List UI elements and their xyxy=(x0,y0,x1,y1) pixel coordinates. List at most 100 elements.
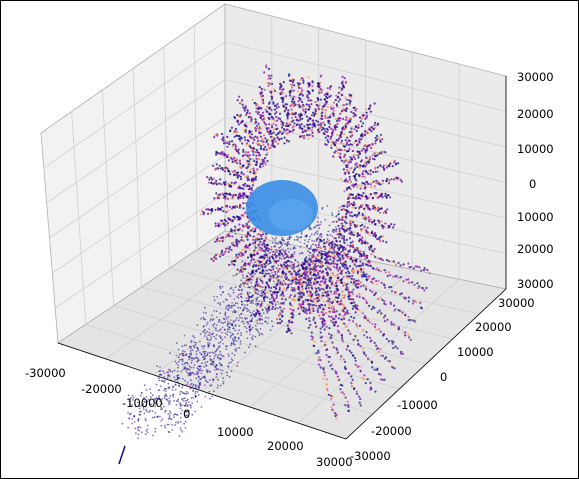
scatter-point xyxy=(265,233,268,236)
scatter-point xyxy=(186,383,188,386)
scatter-point xyxy=(232,327,235,330)
scatter-point xyxy=(220,252,223,255)
scatter-point xyxy=(285,108,288,111)
scatter-point xyxy=(364,117,367,120)
scatter-point xyxy=(222,380,225,383)
scatter-point xyxy=(371,220,374,223)
scatter-point xyxy=(359,120,362,123)
scatter-point xyxy=(295,282,298,285)
scatter-point xyxy=(310,228,313,231)
scatter-point xyxy=(169,394,172,397)
scatter-point xyxy=(314,226,316,229)
scatter-point xyxy=(222,167,225,170)
scatter-point xyxy=(222,342,224,345)
scatter-point xyxy=(306,270,309,274)
scatter-point xyxy=(228,328,231,331)
scatter-point xyxy=(317,120,320,123)
scatter-point xyxy=(393,367,396,370)
scatter-point xyxy=(384,151,387,154)
scatter-point xyxy=(371,366,374,369)
scatter-point xyxy=(174,388,177,391)
scatter-point xyxy=(350,385,353,388)
scatter-point xyxy=(376,267,379,270)
scatter-point xyxy=(210,181,213,184)
scatter-point xyxy=(273,265,275,267)
scatter-point xyxy=(364,354,368,357)
scatter-point xyxy=(411,302,415,305)
scatter-point xyxy=(361,347,365,350)
scatter-point xyxy=(266,105,269,108)
scatter-point xyxy=(299,78,302,81)
scatter-point xyxy=(337,379,340,382)
scatter-point xyxy=(231,145,234,148)
scatter-point xyxy=(358,214,361,217)
scatter-point xyxy=(324,219,327,221)
scatter-point xyxy=(214,225,217,228)
scatter-point xyxy=(302,130,305,133)
scatter-point xyxy=(268,273,271,275)
scatter-point xyxy=(271,325,274,327)
scatter-point xyxy=(275,287,278,289)
scatter-point xyxy=(347,161,350,164)
scatter-point xyxy=(360,254,363,257)
scatter-point xyxy=(383,378,386,381)
scatter-point xyxy=(374,223,377,226)
scatter-point xyxy=(179,393,181,396)
scatter-point xyxy=(301,285,304,288)
scatter-point xyxy=(328,300,332,303)
scatter-point xyxy=(420,269,423,272)
scatter-point xyxy=(353,106,356,109)
scatter-point xyxy=(340,159,343,162)
scatter-point xyxy=(311,293,314,296)
scatter-point xyxy=(369,289,372,292)
scatter-point xyxy=(286,123,289,126)
scatter-point xyxy=(218,164,221,167)
scatter-point xyxy=(363,175,366,178)
scatter-point xyxy=(176,370,179,373)
scatter-point xyxy=(190,347,193,350)
scatter-point xyxy=(276,301,279,303)
scatter-point xyxy=(352,288,355,291)
scatter-point xyxy=(241,303,243,306)
scatter-point xyxy=(243,267,246,270)
scatter-point xyxy=(359,345,362,348)
scatter-point xyxy=(341,225,344,228)
scatter-point xyxy=(352,278,356,281)
scatter-point xyxy=(349,100,352,103)
scatter-point xyxy=(288,121,291,124)
scatter-point xyxy=(209,379,211,381)
scatter-point xyxy=(292,81,295,84)
scatter-point xyxy=(230,334,233,337)
scatter-point xyxy=(317,243,321,246)
scatter-point xyxy=(169,370,172,373)
scatter-point xyxy=(367,132,370,135)
scatter-point xyxy=(259,92,262,95)
scatter-point xyxy=(255,259,258,262)
scatter-point xyxy=(344,178,347,181)
scatter-point xyxy=(217,354,220,356)
scatter-point xyxy=(233,216,236,219)
scatter-point xyxy=(150,396,152,398)
scatter-point xyxy=(306,245,308,247)
scatter-point xyxy=(289,123,292,126)
scatter-point xyxy=(391,342,394,345)
scatter-point xyxy=(248,187,251,190)
scatter-point xyxy=(200,372,203,375)
scatter-point xyxy=(260,300,263,303)
scatter-point xyxy=(232,289,235,291)
scatter-point xyxy=(199,369,202,372)
scatter-point xyxy=(169,352,172,355)
scatter-point xyxy=(217,222,220,225)
scatter-point xyxy=(345,213,347,216)
scatter-point xyxy=(162,370,165,372)
scatter-point xyxy=(269,279,272,282)
scatter-point xyxy=(261,308,264,311)
scatter-point xyxy=(344,118,348,121)
scatter-point xyxy=(329,258,332,261)
scatter-point xyxy=(265,281,268,284)
scatter-point xyxy=(352,222,355,225)
scatter-point xyxy=(309,279,312,282)
scatter-point xyxy=(291,281,294,284)
scatter-point xyxy=(243,285,246,288)
scatter-point xyxy=(237,294,240,296)
